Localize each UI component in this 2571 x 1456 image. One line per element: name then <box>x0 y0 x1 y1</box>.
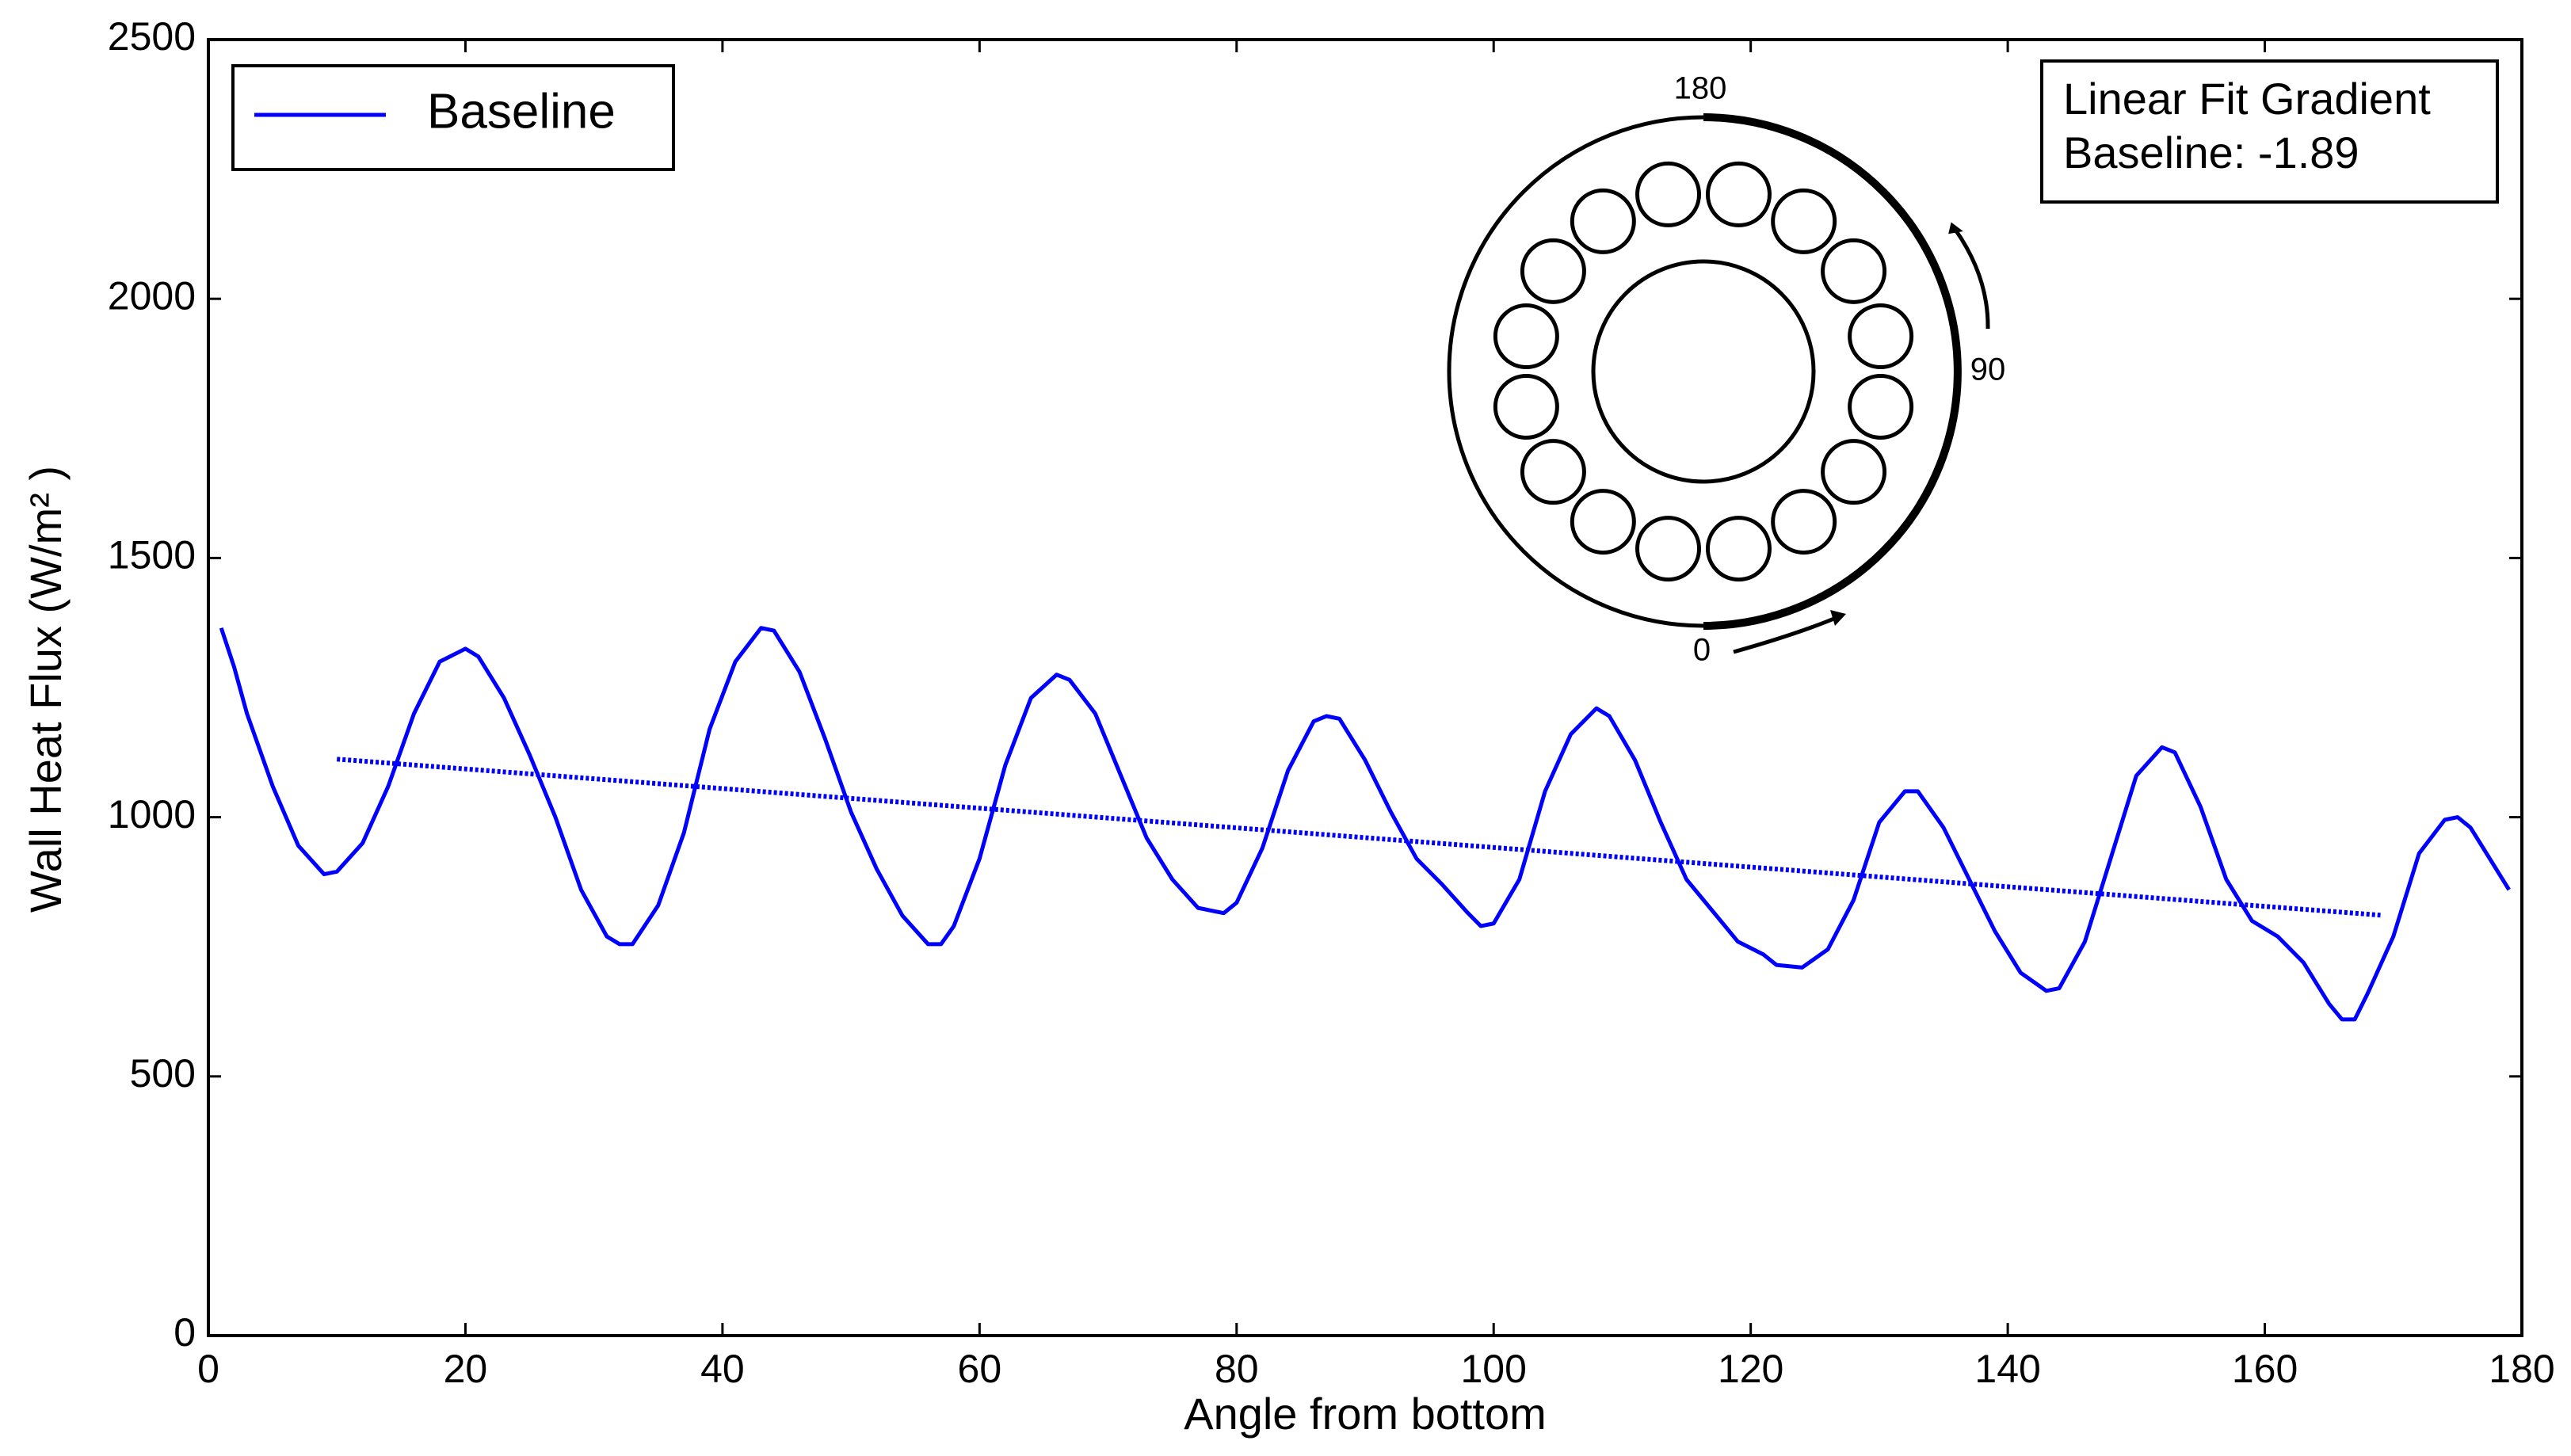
data-line <box>219 626 2511 1022</box>
x-tick-label: 180 <box>2489 1347 2554 1391</box>
inset-label: 90 <box>1970 353 2006 387</box>
inset-tube <box>1635 161 1702 227</box>
inset-tube <box>1848 373 1914 440</box>
y-tick-label: 2000 <box>108 273 196 318</box>
inset-tube <box>1705 161 1772 227</box>
x-tick-label: 80 <box>1215 1347 1259 1391</box>
x-tick-label: 160 <box>2232 1347 2298 1391</box>
x-tick-label: 140 <box>1974 1347 2040 1391</box>
inset-tube <box>1848 303 1914 370</box>
x-tick-label: 40 <box>700 1347 745 1391</box>
inset-tube <box>1771 188 1837 254</box>
inset-tube <box>1570 489 1636 555</box>
inset-tube <box>1771 489 1837 555</box>
x-tick-label: 0 <box>197 1347 219 1391</box>
inset-tube <box>1493 373 1559 440</box>
y-axis-label: Wall Heat Flux (W/m² ) <box>21 466 71 913</box>
inset-label: 0 <box>1693 633 1711 668</box>
y-tick-label: 500 <box>130 1051 196 1096</box>
inset-tube <box>1493 303 1559 370</box>
x-axis-label: Angle from bottom <box>1184 1389 1547 1439</box>
x-tick-label: 20 <box>444 1347 488 1391</box>
y-tick-label: 0 <box>174 1310 196 1355</box>
inset-tube <box>1821 439 1887 505</box>
inset-label: 180 <box>1674 71 1727 106</box>
annotation-text: Baseline: -1.89 <box>2063 128 2359 177</box>
plot-frame <box>207 38 2523 1337</box>
y-tick-label: 2500 <box>108 14 196 59</box>
x-tick-label: 60 <box>958 1347 1002 1391</box>
inset-diagram <box>1447 113 1990 654</box>
x-tick-label: 120 <box>1718 1347 1783 1391</box>
legend-label: Baseline <box>427 84 616 139</box>
annotation-box <box>2040 59 2499 204</box>
annotation-text: Linear Fit Gradient <box>2063 74 2431 124</box>
x-tick-label: 100 <box>1461 1347 1527 1391</box>
inset-tube <box>1705 516 1772 582</box>
inset-tube <box>1520 439 1586 505</box>
inset-tube <box>1520 238 1586 304</box>
y-tick-label: 1000 <box>108 792 196 837</box>
inset-tube <box>1635 516 1702 582</box>
inset-tube <box>1570 188 1636 254</box>
inset-tube <box>1821 238 1887 304</box>
y-tick-label: 1500 <box>108 533 196 577</box>
legend-box <box>231 64 675 171</box>
